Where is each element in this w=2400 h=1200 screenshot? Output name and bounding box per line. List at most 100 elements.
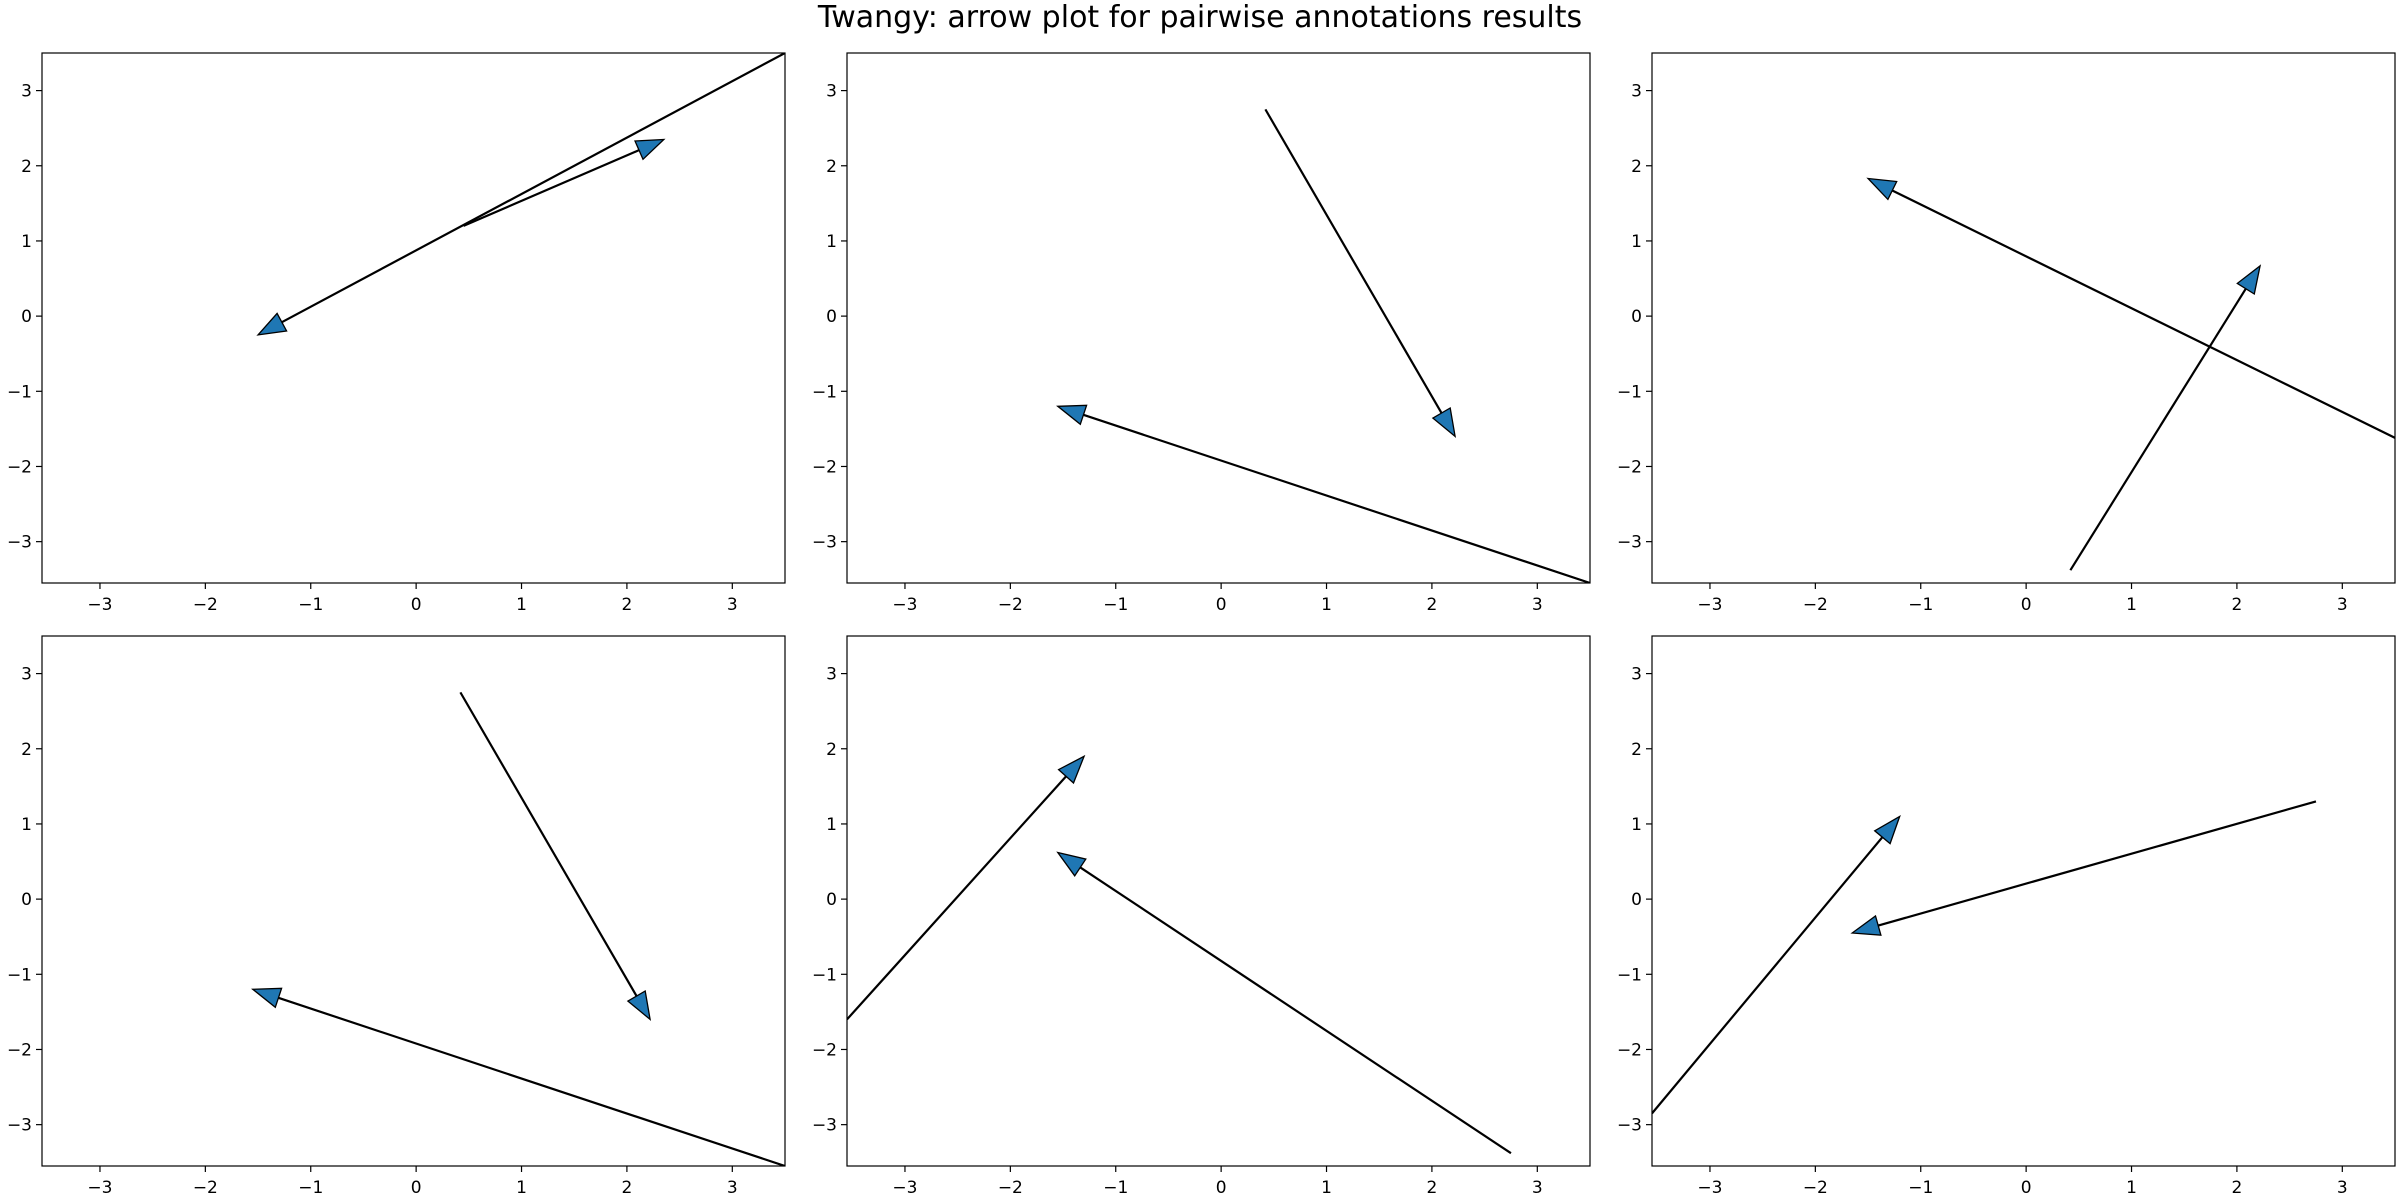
x-tick-label: −3 [1697, 1178, 1722, 1198]
arrows-group [1866, 177, 2395, 571]
x-tick-label: −1 [1908, 595, 1933, 615]
x-tick-label: 1 [2126, 595, 2137, 615]
x-tick-label: 3 [2337, 1178, 2348, 1198]
y-tick-label: 1 [826, 815, 837, 835]
chart-title: Twangy: arrow plot for pairwise annotati… [817, 0, 1583, 35]
axes-frame [846, 635, 1591, 1167]
x-tick-label: −3 [892, 595, 917, 615]
axes-frame [846, 52, 1591, 584]
x-tick-label: 2 [622, 1178, 633, 1198]
subplot-6: −3 −2 −1 0 1 2 3 −3 −2 −1 0 1 2 3 [1617, 635, 2396, 1198]
arrow-head [626, 989, 652, 1022]
x-tick-label: 3 [1532, 595, 1543, 615]
y-tick-label: −3 [812, 533, 837, 553]
y-tick-label: 0 [1631, 890, 1642, 910]
arrow-shaft [1891, 189, 2395, 439]
y-tick-label: −2 [7, 1040, 32, 1060]
arrow-shaft [1264, 108, 1443, 414]
arrow-shaft [1079, 866, 1512, 1155]
x-tick-label: 0 [2021, 595, 2032, 615]
arrow-shaft [278, 996, 785, 1166]
arrow-head [1056, 851, 1087, 877]
arrow-head [256, 312, 288, 336]
y-tick-label: 3 [1631, 665, 1642, 685]
y-tick-label: −3 [1617, 1116, 1642, 1136]
x-tick-label: −2 [193, 595, 218, 615]
y-tick-label: −2 [812, 1040, 837, 1060]
x-tick-label: 2 [1427, 1178, 1438, 1198]
arrow-head [251, 987, 283, 1009]
x-tick-label: 2 [622, 595, 633, 615]
arrows-group [251, 691, 785, 1166]
y-tick-label: −1 [812, 965, 837, 985]
x-tick-label: −2 [1803, 1178, 1828, 1198]
arrows-group [847, 754, 1512, 1155]
x-tick-label: 0 [411, 1178, 422, 1198]
y-tick-label: −3 [1617, 533, 1642, 553]
y-tick-label: −2 [1617, 1040, 1642, 1060]
y-tick-label: 1 [826, 232, 837, 252]
arrows-group [256, 53, 785, 336]
x-tick-label: 0 [1216, 1178, 1227, 1198]
y-tick-label: 1 [1631, 815, 1642, 835]
axes-frame [1651, 52, 2396, 584]
x-tick-label: 1 [1321, 595, 1332, 615]
y-tick-label: −3 [7, 533, 32, 553]
y-tick-label: −2 [1617, 457, 1642, 477]
y-tick-label: 1 [1631, 232, 1642, 252]
arrow-head [1431, 406, 1457, 439]
x-tick-label: 2 [1427, 595, 1438, 615]
axes-frame [41, 52, 786, 584]
x-tick-label: −1 [298, 1178, 323, 1198]
y-tick-label: 2 [1631, 740, 1642, 760]
arrow-shaft [1083, 413, 1590, 583]
y-tick-label: 3 [21, 665, 32, 685]
x-tick-label: −1 [1103, 595, 1128, 615]
axes-frame [41, 635, 786, 1167]
x-tick-label: 0 [411, 595, 422, 615]
y-tick-label: −1 [1617, 965, 1642, 985]
x-tick-label: −3 [892, 1178, 917, 1198]
y-tick-label: 3 [826, 82, 837, 102]
y-tick-label: 3 [1631, 82, 1642, 102]
subplot-3: −3 −2 −1 0 1 2 3 −3 −2 −1 0 1 2 3 [1617, 52, 2396, 615]
y-tick-label: 2 [21, 157, 32, 177]
arrow-head [1850, 914, 1882, 936]
x-tick-label: 2 [2232, 1178, 2243, 1198]
arrow-shaft [281, 53, 785, 324]
x-tick-label: 2 [2232, 595, 2243, 615]
y-tick-label: 2 [826, 740, 837, 760]
y-tick-label: 3 [21, 82, 32, 102]
y-tick-label: −3 [7, 1116, 32, 1136]
y-tick-label: 2 [1631, 157, 1642, 177]
arrow-shaft [459, 691, 638, 997]
x-tick-label: 3 [727, 595, 738, 615]
x-tick-label: −1 [1103, 1178, 1128, 1198]
arrow-shaft [1877, 800, 2317, 927]
arrow-shaft [463, 149, 640, 227]
x-tick-label: −1 [1908, 1178, 1933, 1198]
x-tick-label: −3 [87, 595, 112, 615]
y-tick-label: 3 [826, 665, 837, 685]
x-tick-label: −3 [87, 1178, 112, 1198]
arrow-shaft [2069, 288, 2247, 571]
x-tick-label: −2 [998, 1178, 1023, 1198]
arrow-head [634, 138, 666, 161]
y-tick-label: −1 [7, 965, 32, 985]
x-tick-label: 1 [2126, 1178, 2137, 1198]
arrow-shaft [847, 775, 1067, 1021]
subplot-2: −3 −2 −1 0 1 2 3 −3 −2 −1 0 1 2 3 [812, 52, 1591, 615]
y-tick-label: −2 [812, 457, 837, 477]
y-tick-label: 0 [826, 307, 837, 327]
y-tick-label: −1 [812, 382, 837, 402]
y-tick-label: 0 [21, 890, 32, 910]
y-tick-label: 0 [21, 307, 32, 327]
y-tick-label: −3 [812, 1116, 837, 1136]
x-tick-label: 1 [516, 1178, 527, 1198]
arrows-group [1652, 800, 2317, 1115]
x-tick-label: 3 [1532, 1178, 1543, 1198]
x-tick-label: 1 [516, 595, 527, 615]
x-tick-label: 1 [1321, 1178, 1332, 1198]
arrow-head [1056, 404, 1088, 426]
